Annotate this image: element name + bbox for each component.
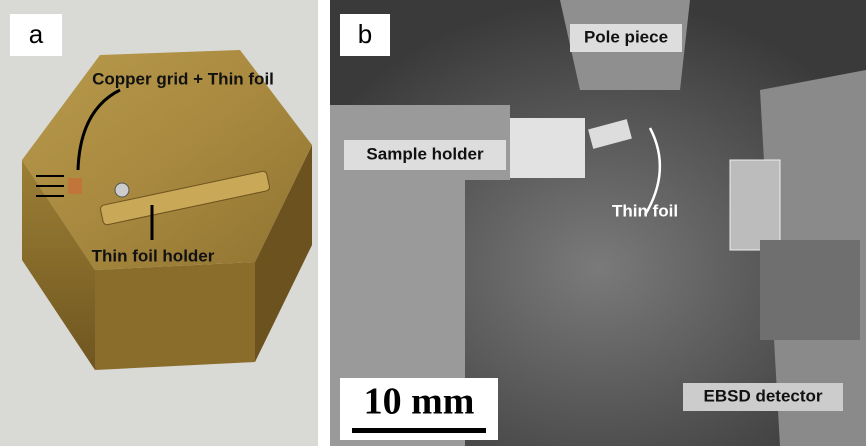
annotation: EBSD detector [703, 386, 822, 405]
scale-bar [352, 428, 486, 433]
annotation: Sample holder [366, 144, 484, 163]
panel-b: b Pole piece Sample holder Thin foil EBS… [330, 0, 866, 446]
annotation: Thin foil [612, 201, 678, 220]
copper-grid [68, 178, 82, 194]
sample-stage [510, 118, 585, 178]
annotation: Thin foil holder [92, 246, 215, 265]
detector-part [760, 240, 860, 340]
annotation: Pole piece [584, 27, 668, 46]
figure: a Copper grid + Thin foil Thin foil hold… [0, 0, 866, 446]
panel-letter: a [29, 19, 44, 49]
detector-window [730, 160, 780, 250]
panel-letter: b [358, 19, 372, 49]
hexagon-side [95, 262, 255, 370]
screw [115, 183, 129, 197]
annotation: Copper grid + Thin foil [92, 69, 274, 88]
scale-bar-label: 10 mm [364, 381, 475, 423]
panel-a: a Copper grid + Thin foil Thin foil hold… [0, 0, 318, 446]
